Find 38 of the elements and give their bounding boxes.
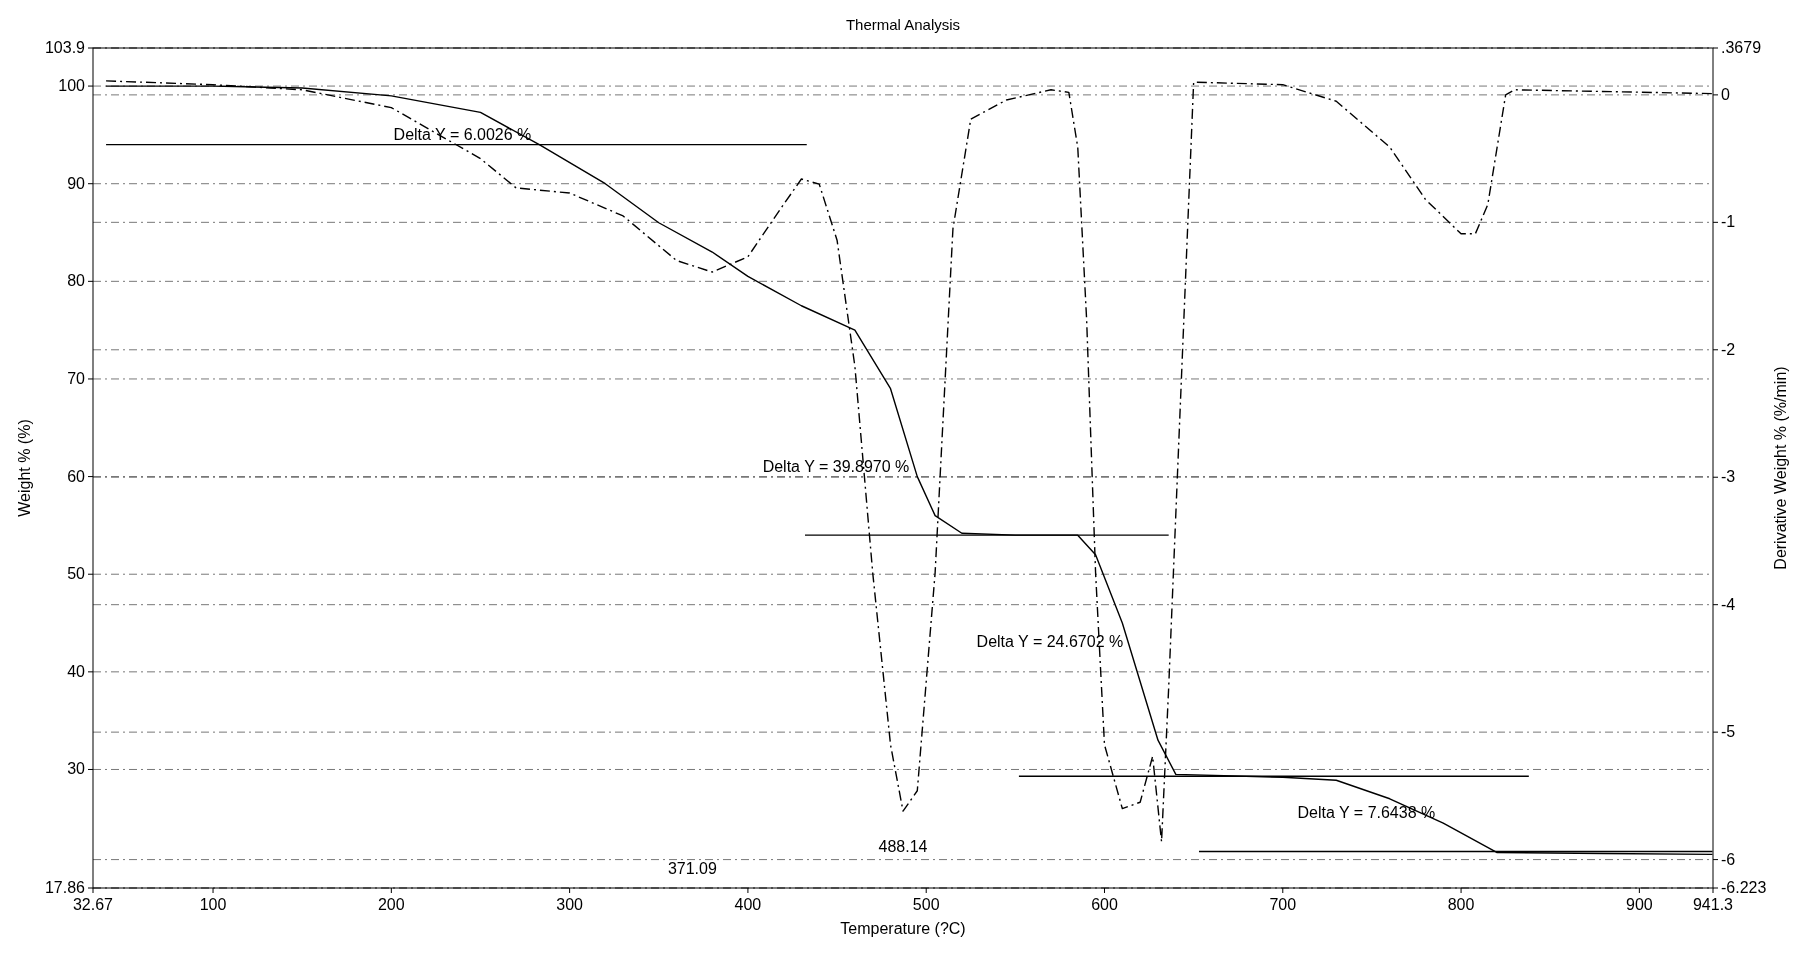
x-tick-label: 300 — [556, 896, 584, 913]
y-tick-label: 100 — [58, 77, 86, 95]
annotation: 371.09 — [667, 860, 717, 877]
y2-tick-label: -1 — [1721, 213, 1736, 231]
x-tick-label: 400 — [734, 896, 762, 913]
y-tick-label: 40 — [67, 662, 86, 680]
x-tick-label: 900 — [1626, 896, 1653, 913]
x-axis-title: Temperature (?C) — [840, 920, 966, 937]
x-tick-label: 500 — [912, 896, 940, 913]
x-tick-label: 941.3 — [1692, 896, 1734, 913]
chart-title: Thermal Analysis — [845, 16, 961, 33]
y2-axis-title: Derivative Weight % (%/min) — [1772, 366, 1789, 570]
y2-tick-label: -3 — [1721, 468, 1736, 486]
x-tick-label: 600 — [1091, 896, 1118, 913]
y2-tick-label: 0 — [1721, 85, 1730, 103]
x-tick-label: 700 — [1269, 896, 1297, 913]
y-tick-label: 30 — [67, 760, 86, 778]
annotation: 488.14 — [878, 838, 928, 855]
x-tick-label: 32.67 — [72, 896, 114, 913]
y2-tick-label: -4 — [1721, 595, 1736, 613]
y-tick-label: 50 — [67, 565, 86, 583]
x-tick-label: 200 — [377, 896, 405, 913]
y2-tick-label: -6.223 — [1721, 879, 1767, 896]
y-tick-label: 80 — [67, 272, 86, 290]
x-tick-label: 800 — [1447, 896, 1475, 913]
y-tick-label: 70 — [67, 369, 86, 387]
y2-tick-label: -2 — [1721, 340, 1736, 358]
y-axis-title: Weight % (%) — [16, 419, 33, 517]
y-tick-label: 90 — [67, 174, 86, 192]
y2-tick-label: -6 — [1721, 850, 1736, 868]
y-tick-label: 17.86 — [44, 879, 86, 896]
y-tick-label: 103.9 — [44, 39, 86, 56]
y2-tick-label: .3679 — [1721, 39, 1762, 56]
annotation: Delta Y = 39.8970 % — [762, 457, 910, 475]
x-tick-label: 100 — [199, 896, 227, 913]
annotation: Delta Y = 24.6702 % — [976, 633, 1124, 651]
y2-tick-label: -5 — [1721, 723, 1736, 741]
y-tick-label: 60 — [67, 467, 86, 485]
